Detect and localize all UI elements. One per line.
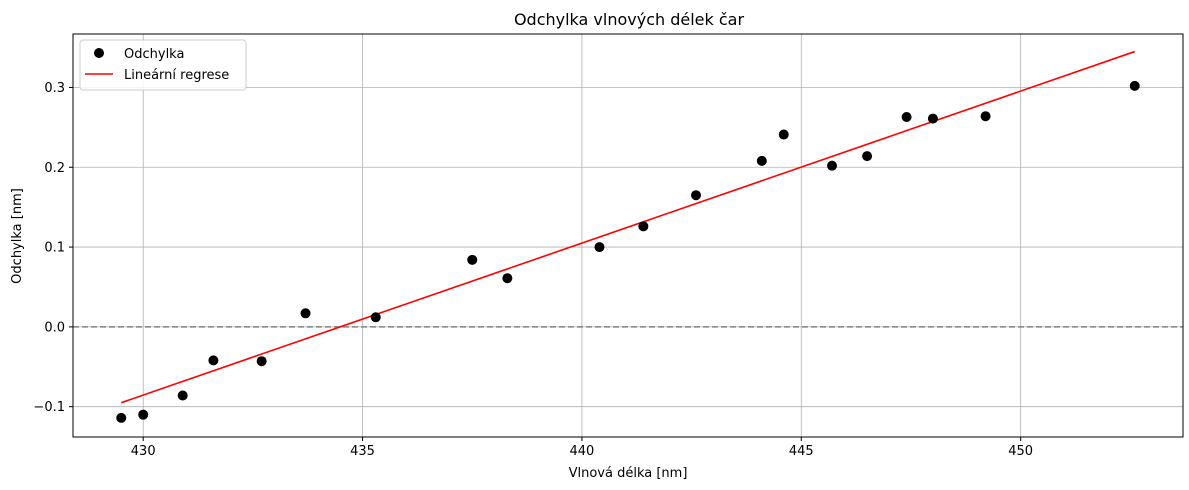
x-axis-title: Vlnová délka [nm] — [569, 466, 688, 481]
data-point — [138, 409, 149, 420]
data-point — [467, 254, 478, 265]
data-point — [980, 111, 991, 122]
y-axis-title: Odchylka [nm] — [10, 188, 25, 284]
data-point — [256, 356, 267, 367]
chart-title: Odchylka vlnových délek čar — [514, 10, 745, 29]
y-tick-label: 0.3 — [44, 81, 65, 96]
data-point — [862, 151, 873, 162]
data-point — [691, 190, 701, 201]
regression-line — [120, 50, 1136, 404]
legend-label-odchylka: Odchylka — [124, 47, 184, 62]
data-point — [638, 221, 649, 232]
x-tick-label: 440 — [570, 444, 595, 459]
data-point — [300, 308, 311, 319]
legend: Odchylka Lineární regrese — [79, 39, 247, 91]
legend-label-regression: Lineární regrese — [124, 68, 229, 83]
plot-area-frame — [72, 33, 1184, 438]
data-point — [208, 355, 219, 366]
data-point — [116, 412, 127, 423]
data-point — [594, 242, 605, 253]
tick-layer: 430 435 440 445 450 −0.1 0.0 0.1 0.2 0.3 — [33, 81, 1033, 459]
data-point — [370, 312, 381, 323]
legend-marker-odchylka — [94, 48, 104, 58]
grid-layer — [73, 34, 1183, 437]
x-tick-label: 435 — [350, 444, 375, 459]
legend-frame — [79, 39, 247, 91]
data-point — [756, 155, 767, 166]
data-point — [927, 113, 938, 124]
x-tick-label: 450 — [1008, 444, 1033, 459]
y-tick-label: 0.2 — [44, 161, 65, 176]
y-tick-label: 0.1 — [44, 241, 65, 256]
x-tick-label: 445 — [789, 444, 814, 459]
data-point — [502, 273, 513, 284]
x-tick-label: 430 — [131, 444, 156, 459]
data-point — [901, 111, 912, 122]
y-tick-label: −0.1 — [33, 400, 65, 415]
data-point — [177, 390, 188, 401]
y-tick-label: 0.0 — [44, 320, 65, 335]
data-point — [778, 129, 789, 140]
data-point — [1129, 80, 1140, 91]
series-layer — [116, 50, 1140, 423]
data-point — [827, 160, 838, 171]
